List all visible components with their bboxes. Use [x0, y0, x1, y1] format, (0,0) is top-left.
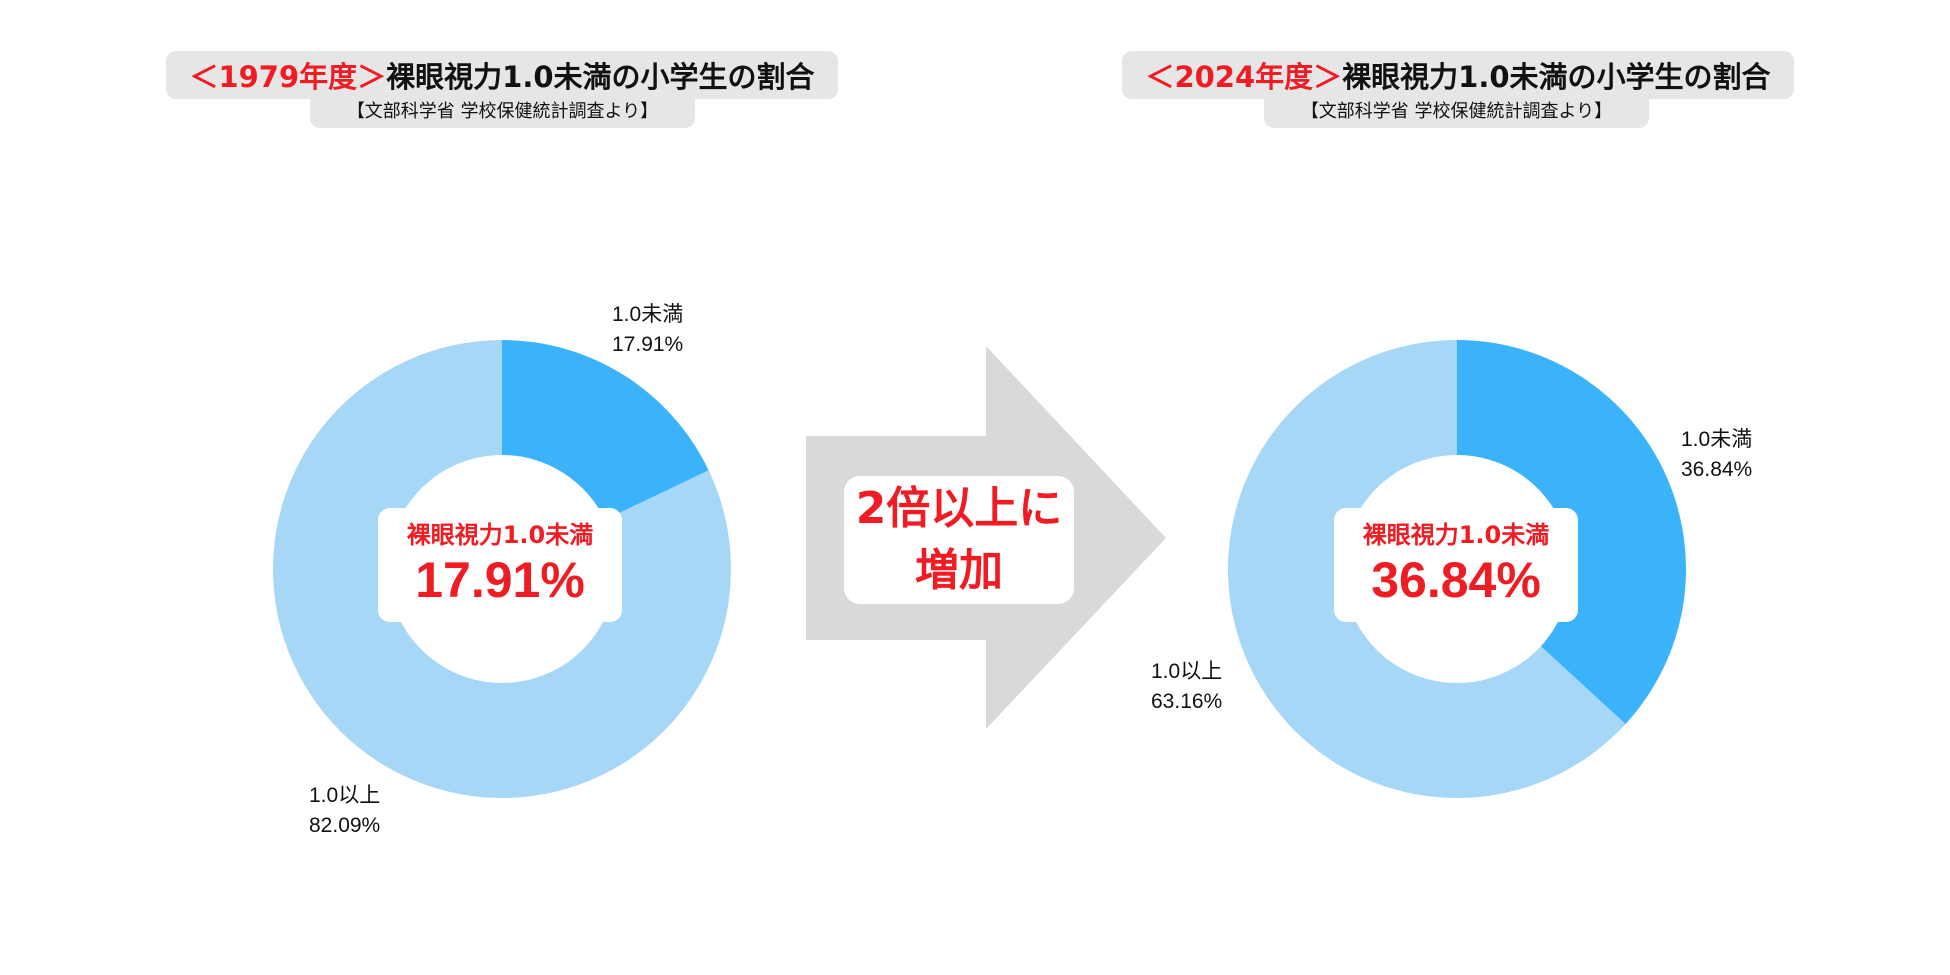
title-text-1979: 裸眼視力1.0未満の小学生の割合 [386, 60, 815, 94]
chart-title-1979: ＜1979年度＞ 裸眼視力1.0未満の小学生の割合 [166, 51, 838, 99]
center-value-2024: 36.84% [1371, 552, 1541, 608]
chart-title-2024: ＜2024年度＞ 裸眼視力1.0未満の小学生の割合 [1122, 51, 1794, 99]
slice-over-1979 [272, 340, 731, 798]
slice-over-2024 [1228, 340, 1626, 798]
donut-chart-1979 [272, 340, 731, 798]
callout-under-value-1979: 17.91% [612, 333, 684, 356]
callout-over-1979: 1.0以上 82.09% [309, 781, 380, 841]
center-value-1979: 17.91% [415, 552, 585, 608]
title-text-2024: 裸眼視力1.0未満の小学生の割合 [1342, 60, 1771, 94]
title-year-1979: ＜1979年度＞ [189, 60, 387, 94]
arrow-label: 2倍以上に 増加 [844, 476, 1074, 604]
callout-under-value-2024: 36.84% [1681, 458, 1753, 481]
center-label-box-1979: 裸眼視力1.0未満 17.91% [378, 508, 622, 622]
center-label-2024: 裸眼視力1.0未満 [1362, 521, 1550, 549]
callout-under-2024: 1.0未満 36.84% [1681, 425, 1752, 485]
callout-over-name-2024: 1.0以上 [1151, 660, 1223, 683]
source-note-2024: 【文部科学省 学校保健統計調査より】 [1264, 92, 1649, 128]
callout-over-value-2024: 63.16% [1151, 690, 1223, 713]
callout-under-name-2024: 1.0未満 [1681, 428, 1753, 451]
slice-under-1979 [502, 340, 709, 520]
callout-under-1979: 1.0未満 17.91% [612, 300, 683, 360]
callout-under-name-1979: 1.0未満 [612, 303, 684, 326]
title-year-2024: ＜2024年度＞ [1145, 60, 1343, 94]
center-label-box-2024: 裸眼視力1.0未満 36.84% [1334, 508, 1578, 622]
callout-over-2024: 1.0以上 63.16% [1151, 657, 1222, 717]
source-note-1979: 【文部科学省 学校保健統計調査より】 [310, 92, 695, 128]
center-label-1979: 裸眼視力1.0未満 [406, 521, 594, 549]
callout-over-value-1979: 82.09% [309, 814, 381, 837]
callout-over-name-1979: 1.0以上 [309, 784, 381, 807]
